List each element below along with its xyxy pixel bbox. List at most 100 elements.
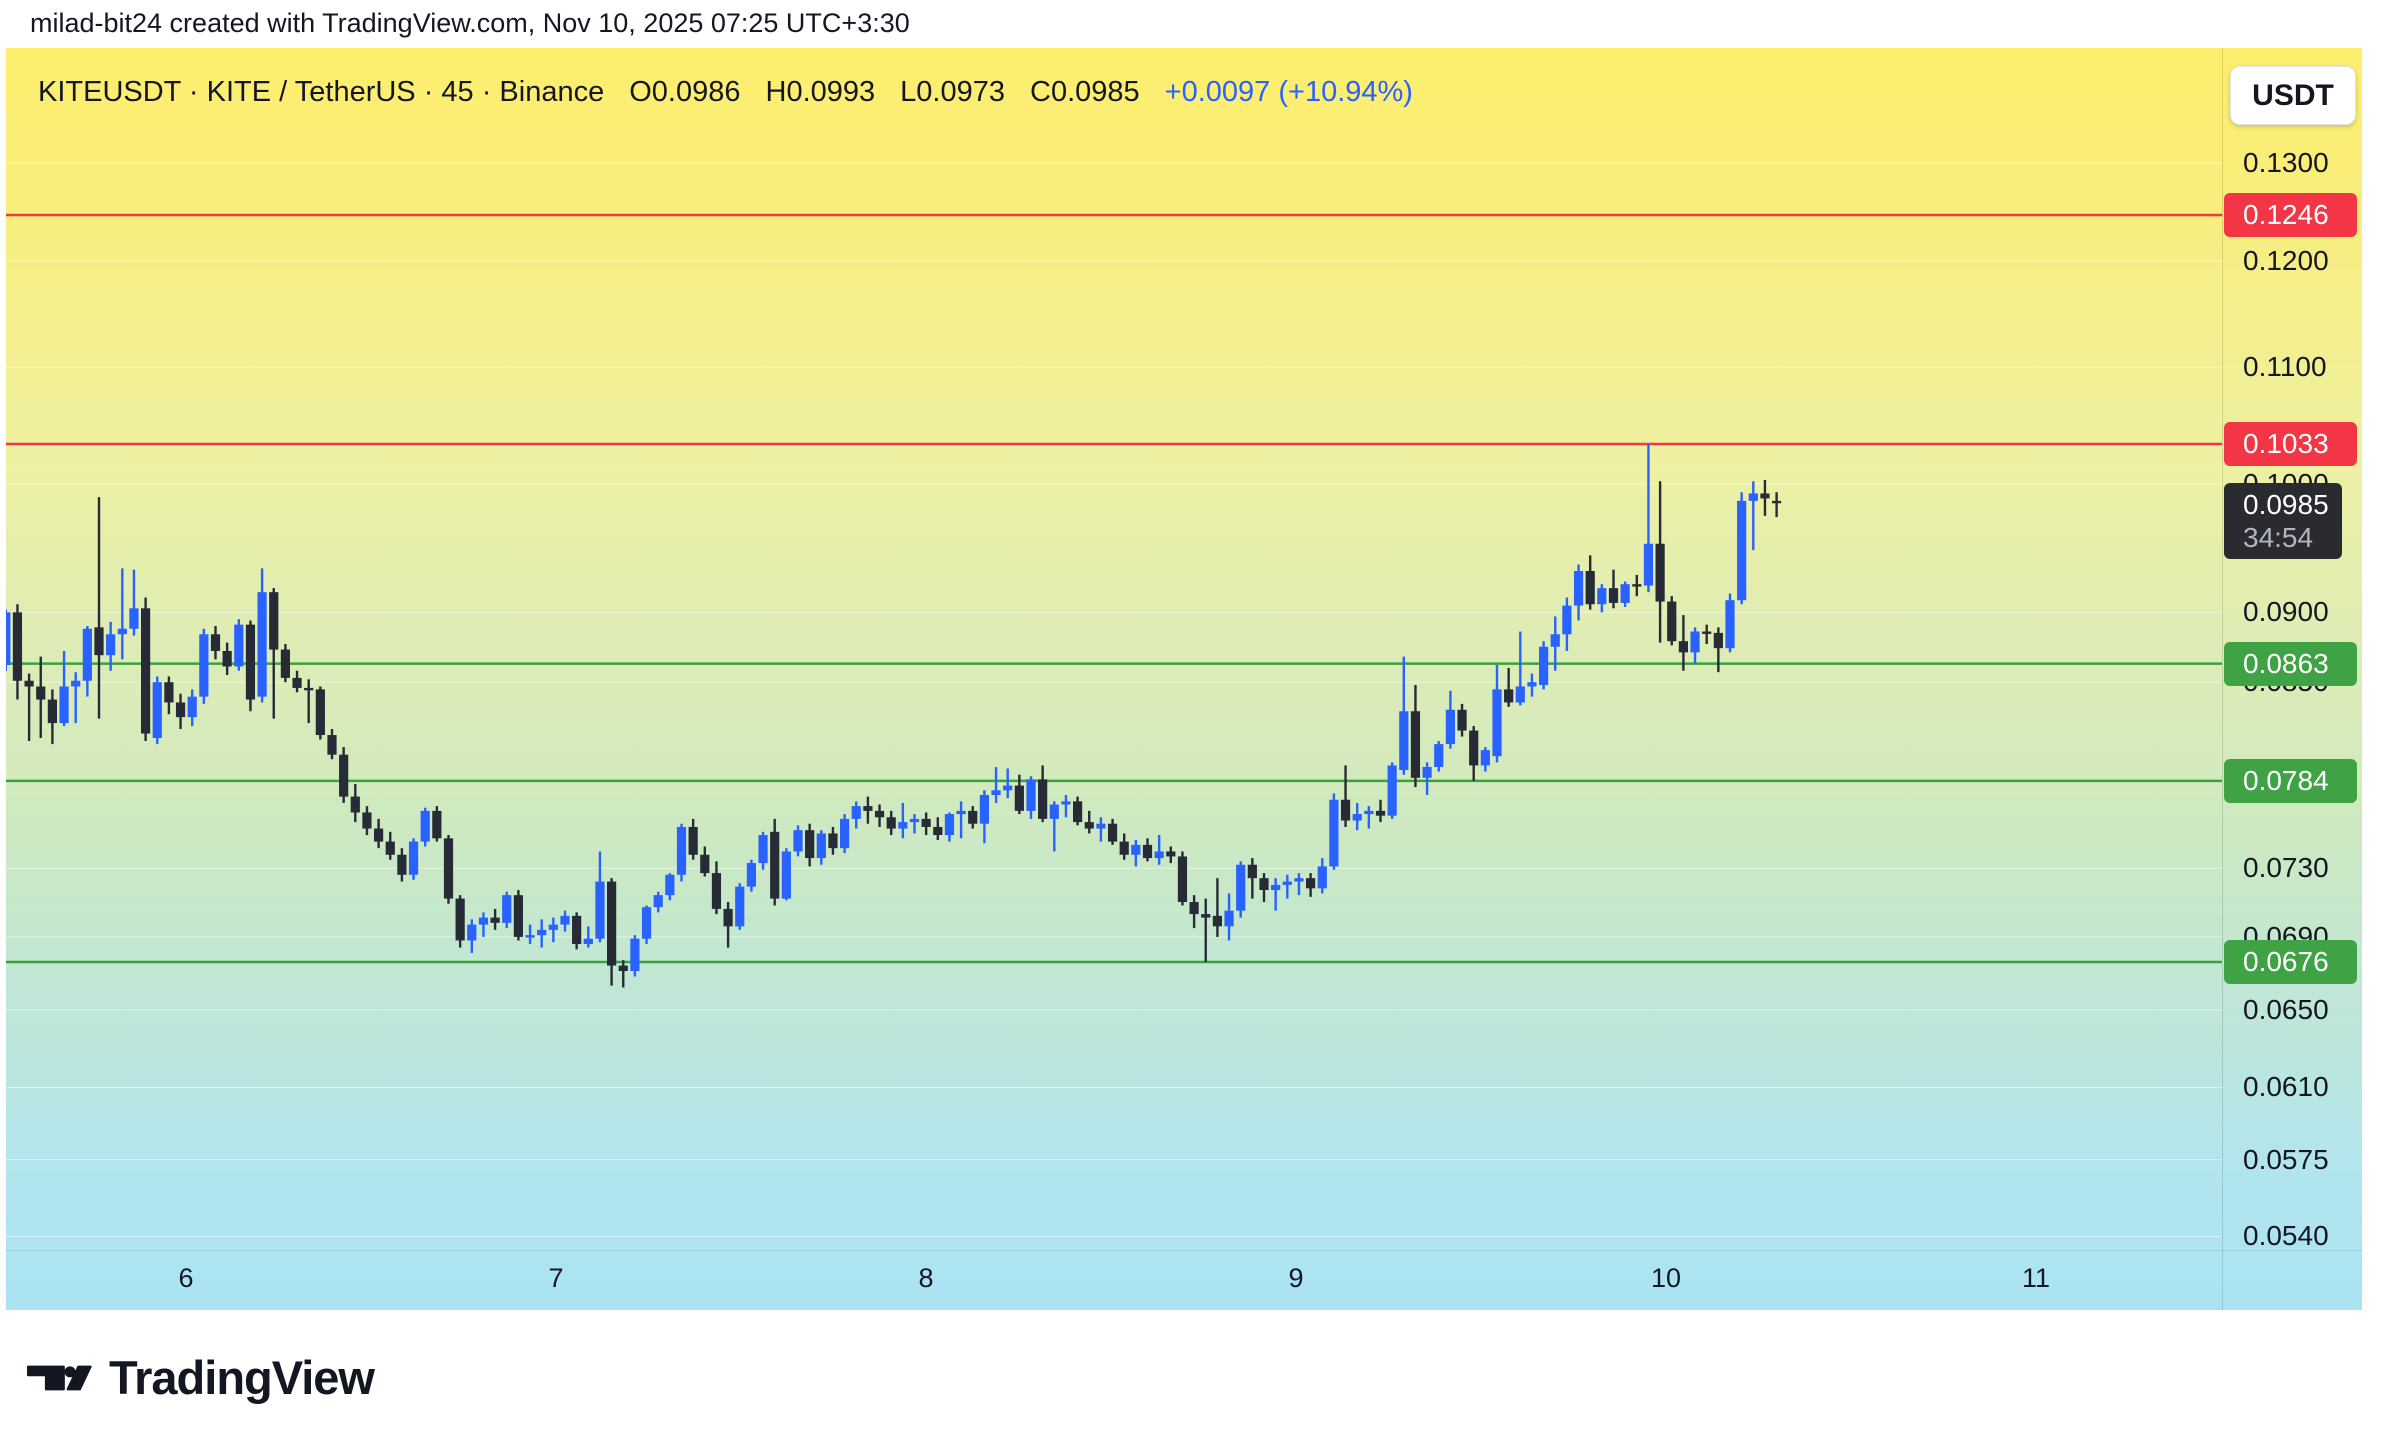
candle[interactable] xyxy=(269,588,279,719)
candle[interactable] xyxy=(315,686,325,740)
candle[interactable] xyxy=(1608,569,1619,609)
price-axis[interactable]: 0.13000.12000.11000.10000.09000.08500.07… xyxy=(2222,48,2362,1251)
candle[interactable] xyxy=(1515,631,1525,706)
time-axis[interactable]: 6 7 8 9 10 11 xyxy=(6,1251,2222,1310)
candle[interactable] xyxy=(1760,479,1770,516)
candle[interactable] xyxy=(723,902,733,948)
candle[interactable] xyxy=(385,831,395,860)
candle[interactable] xyxy=(257,568,267,703)
candle[interactable] xyxy=(944,812,955,842)
candle[interactable] xyxy=(502,891,512,929)
candle[interactable] xyxy=(47,689,57,745)
candle[interactable] xyxy=(327,729,337,760)
candle[interactable] xyxy=(443,835,454,904)
candle[interactable] xyxy=(408,838,419,880)
candle[interactable] xyxy=(1340,765,1351,827)
candle[interactable] xyxy=(968,806,978,829)
candle[interactable] xyxy=(187,689,197,727)
candle[interactable] xyxy=(1702,624,1712,644)
candle[interactable] xyxy=(432,806,442,842)
candle[interactable] xyxy=(1539,641,1549,690)
candle[interactable] xyxy=(1038,765,1048,823)
candle[interactable] xyxy=(490,908,500,930)
candle[interactable] xyxy=(711,861,722,915)
candle[interactable] xyxy=(828,826,838,855)
candle[interactable] xyxy=(1480,747,1490,772)
candle[interactable] xyxy=(59,650,69,727)
candle[interactable] xyxy=(6,609,11,671)
candle[interactable] xyxy=(618,960,628,988)
candle[interactable] xyxy=(1306,873,1316,897)
candle[interactable] xyxy=(1690,627,1700,664)
candle[interactable] xyxy=(1434,741,1444,772)
candle[interactable] xyxy=(572,912,582,950)
candle[interactable] xyxy=(700,846,710,877)
candle[interactable] xyxy=(1119,833,1129,860)
candle[interactable] xyxy=(1236,861,1246,918)
candle[interactable] xyxy=(1772,492,1782,518)
candle[interactable] xyxy=(1247,858,1257,899)
candle[interactable] xyxy=(816,830,826,865)
currency-unit-button[interactable]: USDT xyxy=(2230,66,2356,125)
candle[interactable] xyxy=(898,802,908,839)
candle[interactable] xyxy=(478,912,489,937)
candle[interactable] xyxy=(1329,793,1339,870)
candle[interactable] xyxy=(758,831,768,870)
candle[interactable] xyxy=(1073,796,1083,826)
candle[interactable] xyxy=(1597,584,1607,613)
candle[interactable] xyxy=(94,497,104,719)
candle[interactable] xyxy=(525,924,535,945)
candle[interactable] xyxy=(1107,818,1118,845)
candle[interactable] xyxy=(1737,492,1747,605)
candle[interactable] xyxy=(1620,581,1630,607)
candle[interactable] xyxy=(1352,802,1362,831)
candle[interactable] xyxy=(537,919,547,948)
candle[interactable] xyxy=(909,814,920,834)
candle[interactable] xyxy=(863,796,873,824)
candle[interactable] xyxy=(956,801,966,839)
candle[interactable] xyxy=(746,859,756,892)
candle[interactable] xyxy=(1259,873,1269,903)
candle[interactable] xyxy=(886,810,896,836)
candle[interactable] xyxy=(805,823,815,867)
candle[interactable] xyxy=(630,935,640,977)
candle[interactable] xyxy=(1573,564,1584,621)
candle[interactable] xyxy=(921,812,931,836)
candle[interactable] xyxy=(781,848,791,901)
candle[interactable] xyxy=(991,766,1001,803)
candle[interactable] xyxy=(106,621,116,671)
candle[interactable] xyxy=(513,890,523,941)
candle[interactable] xyxy=(1317,858,1327,894)
candle[interactable] xyxy=(36,656,46,739)
candle[interactable] xyxy=(374,818,384,849)
candle[interactable] xyxy=(152,676,162,745)
candle[interactable] xyxy=(641,905,652,945)
candle[interactable] xyxy=(665,873,675,901)
candle[interactable] xyxy=(1177,851,1188,906)
candle[interactable] xyxy=(1375,799,1386,823)
candle[interactable] xyxy=(1166,846,1176,864)
candle[interactable] xyxy=(1410,685,1421,788)
chart-area[interactable]: KITEUSDT · KITE / TetherUS · 45 · Binanc… xyxy=(6,48,2362,1310)
candle[interactable] xyxy=(12,604,23,700)
candle[interactable] xyxy=(397,848,407,882)
candle[interactable] xyxy=(350,784,360,823)
candle[interactable] xyxy=(770,818,780,906)
candle[interactable] xyxy=(1469,726,1479,781)
candle[interactable] xyxy=(1026,776,1036,819)
candle[interactable] xyxy=(117,568,127,660)
candle[interactable] xyxy=(1224,893,1234,941)
candle[interactable] xyxy=(933,817,943,840)
candle[interactable] xyxy=(1445,690,1455,749)
candle[interactable] xyxy=(245,620,256,712)
candle[interactable] xyxy=(1049,801,1059,852)
candle[interactable] xyxy=(653,891,663,913)
candle[interactable] xyxy=(1201,898,1211,962)
tradingview-logo[interactable]: TradingView xyxy=(26,1350,375,1405)
candle[interactable] xyxy=(1527,673,1537,697)
candle[interactable] xyxy=(1585,555,1595,610)
candle[interactable] xyxy=(1189,895,1199,929)
candle[interactable] xyxy=(1387,762,1397,819)
candle[interactable] xyxy=(1748,481,1758,551)
candle[interactable] xyxy=(129,569,139,636)
